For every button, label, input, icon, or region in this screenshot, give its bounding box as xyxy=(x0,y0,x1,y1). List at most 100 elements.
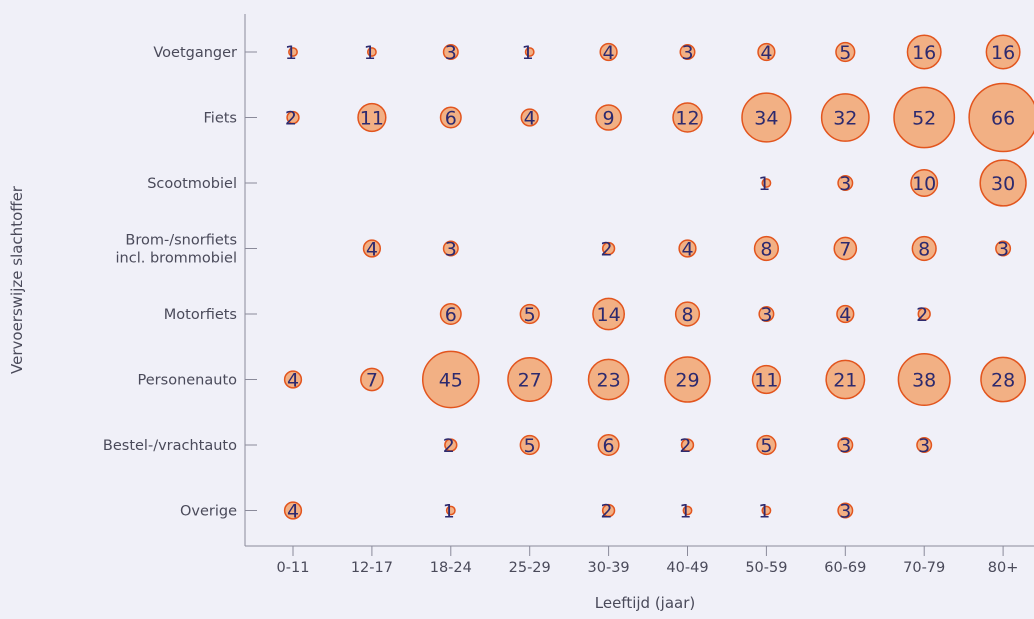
bubble: 2 xyxy=(601,239,616,261)
bubble-label: 38 xyxy=(912,370,936,392)
bubble-label: 8 xyxy=(918,239,930,261)
bubble-label: 5 xyxy=(524,304,536,326)
bubble: 5 xyxy=(519,434,540,457)
bubble-circle xyxy=(968,82,1034,153)
bubble-label: 27 xyxy=(518,370,542,392)
x-tick-label: 0-11 xyxy=(277,560,310,576)
bubble-label: 52 xyxy=(912,108,936,130)
bubble-circle xyxy=(507,357,553,402)
bubble-circle xyxy=(910,169,939,197)
bubble: 4 xyxy=(678,239,697,261)
bubble-label: 34 xyxy=(754,108,778,130)
bubble-circle xyxy=(664,356,711,403)
bubble-label: 1 xyxy=(364,42,376,64)
bubble-circle xyxy=(679,44,696,60)
bubble: 1 xyxy=(758,501,772,523)
bubble: 7 xyxy=(360,367,384,392)
bubble-circle xyxy=(682,505,693,516)
bubble: 8 xyxy=(674,301,701,327)
bubble: 29 xyxy=(664,356,711,403)
bubble-label: 1 xyxy=(285,42,297,64)
bubble-circle xyxy=(595,104,622,131)
bubble-circle xyxy=(761,178,772,188)
bubble-circle xyxy=(520,108,539,127)
bubble-circle xyxy=(751,364,782,395)
bubble-circle xyxy=(825,359,866,400)
bubble-label: 5 xyxy=(524,435,536,457)
bubble-label: 4 xyxy=(287,501,299,523)
y-tick-label: Overige xyxy=(180,504,237,520)
bubble-label: 3 xyxy=(839,173,851,195)
bubble: 3 xyxy=(442,239,459,261)
bubble: 1 xyxy=(285,42,298,64)
bubble: 1 xyxy=(679,501,693,523)
bubble: 3 xyxy=(837,435,854,457)
bubble-label: 1 xyxy=(758,173,770,195)
bubble-circle xyxy=(995,240,1012,257)
bubble-label: 1 xyxy=(443,501,455,523)
x-tick-label: 25-29 xyxy=(509,560,551,576)
bubble: 7 xyxy=(833,236,858,261)
bubble-circle xyxy=(916,437,933,453)
y-tick-label: Scootmobiel xyxy=(147,176,237,192)
bubble: 6 xyxy=(439,302,462,326)
bubble-circle xyxy=(360,367,384,392)
bubble-circle xyxy=(837,175,854,191)
bubble: 27 xyxy=(507,357,553,402)
bubble: 4 xyxy=(283,370,303,392)
y-tick-label: Motorfiets xyxy=(164,307,237,323)
bubble: 5 xyxy=(835,41,856,64)
bubble-circle xyxy=(917,307,931,321)
bubble-label: 2 xyxy=(443,435,455,457)
bubble-circle xyxy=(893,86,956,149)
bubble: 1 xyxy=(443,501,456,523)
bubble-label: 6 xyxy=(445,108,457,130)
bubble-label: 16 xyxy=(991,42,1015,64)
bubble-label: 2 xyxy=(916,304,928,326)
bubble: 3 xyxy=(916,435,933,457)
bubble-label: 29 xyxy=(675,370,699,392)
bubble-circle xyxy=(836,304,855,324)
y-tick-label: Fiets xyxy=(204,111,237,127)
bubble-circle xyxy=(288,47,298,57)
bubble-circle xyxy=(678,239,697,258)
bubble: 5 xyxy=(756,434,777,457)
bubble-circle xyxy=(442,240,459,257)
bubble-label: 1 xyxy=(522,42,534,64)
bubble-label: 7 xyxy=(839,239,851,261)
bubble-label: 1 xyxy=(679,501,691,523)
bubble: 16 xyxy=(906,34,942,70)
bubble-label: 4 xyxy=(287,370,299,392)
bubble-label: 4 xyxy=(524,108,536,130)
bubble: 23 xyxy=(587,358,630,401)
bubble: 21 xyxy=(825,359,866,400)
bubble: 9 xyxy=(595,104,622,131)
bubble-label: 3 xyxy=(445,42,457,64)
axes xyxy=(244,14,1034,556)
bubble: 4 xyxy=(757,42,776,64)
bubble: 3 xyxy=(758,304,775,326)
bubble: 4 xyxy=(520,108,539,130)
y-axis-title: Vervoerswijze slachtoffer xyxy=(8,185,26,374)
bubble: 1 xyxy=(522,42,535,64)
bubble-label: 4 xyxy=(760,42,772,64)
bubble-label: 4 xyxy=(681,239,693,261)
bubble-label: 6 xyxy=(603,435,615,457)
bubble-label: 8 xyxy=(760,239,772,261)
bubble-label: 4 xyxy=(603,42,615,64)
bubble: 2 xyxy=(285,108,300,130)
bubble-circle xyxy=(439,302,462,326)
bubble-circle xyxy=(837,437,854,453)
bubble: 5 xyxy=(519,303,540,326)
bubble-circle xyxy=(601,241,616,256)
x-axis-labels: 0-11 12-17 18-24 25-29 30-39 40-49 50-59 60-69 7… xyxy=(277,560,1019,576)
bubble-label: 4 xyxy=(366,239,378,261)
bubble-label: 2 xyxy=(601,239,613,261)
bubble: 8 xyxy=(753,235,779,262)
bubble-circle xyxy=(283,370,303,389)
bubble: 3 xyxy=(995,239,1012,261)
x-tick-label: 80+ xyxy=(988,560,1019,576)
bubble: 6 xyxy=(439,106,462,130)
